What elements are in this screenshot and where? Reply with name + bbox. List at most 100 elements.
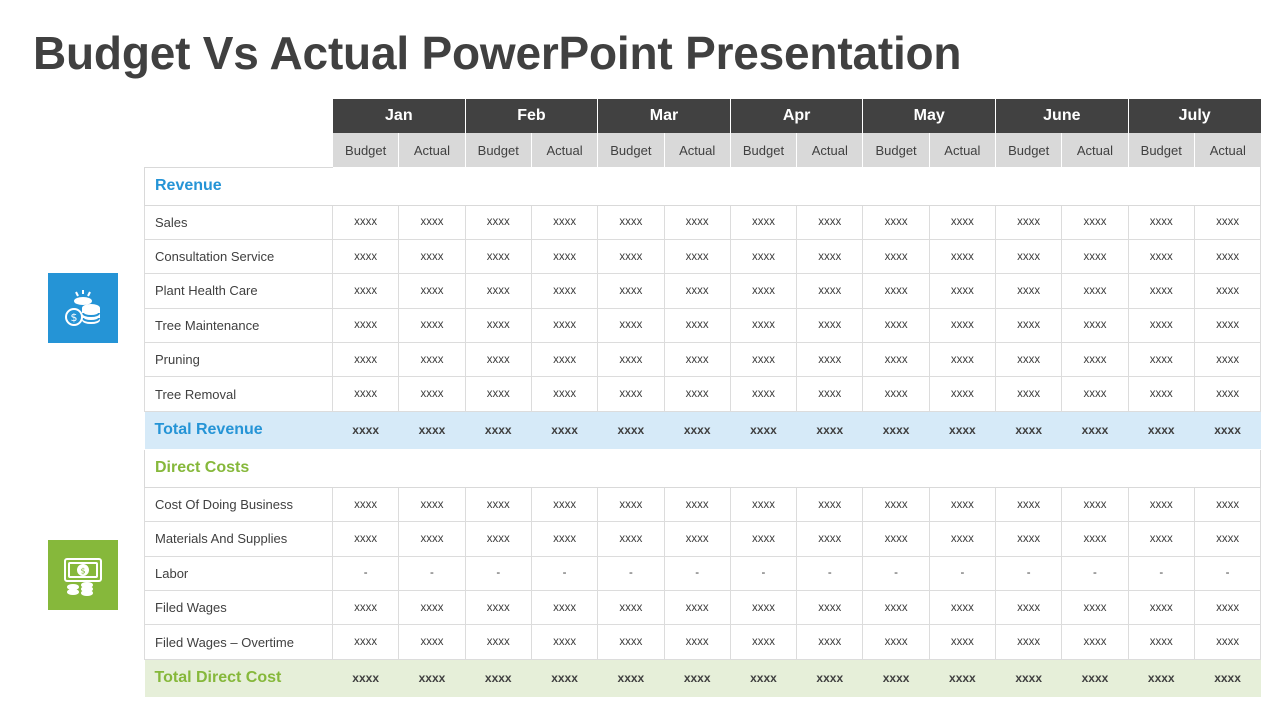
total-value-cell: xxxx — [929, 659, 996, 698]
value-cell: xxxx — [995, 238, 1063, 275]
total-value-cell: xxxx — [531, 411, 598, 450]
row-label: Materials And Supplies — [144, 521, 333, 557]
value-cell: xxxx — [796, 376, 864, 412]
value-cell: xxxx — [597, 376, 665, 412]
value-cell: xxxx — [398, 521, 466, 557]
value-cell: xxxx — [1193, 307, 1262, 344]
total-label: Total Revenue — [144, 411, 333, 450]
value-cell: xxxx — [1127, 376, 1195, 412]
section-heading: Revenue — [143, 167, 1262, 206]
value-cell: xxxx — [464, 590, 532, 626]
value-cell: xxxx — [995, 624, 1063, 660]
value-cell: - — [331, 555, 400, 592]
value-cell: xxxx — [663, 238, 731, 275]
total-value-cell: xxxx — [730, 411, 797, 450]
budget-column-header: Budget — [331, 133, 399, 167]
value-cell: xxxx — [995, 590, 1063, 626]
value-cell: xxxx — [530, 590, 599, 626]
value-cell: xxxx — [464, 624, 532, 660]
value-cell: xxxx — [398, 238, 466, 275]
total-value-cell: xxxx — [995, 411, 1062, 450]
value-cell: xxxx — [398, 204, 466, 240]
value-cell: xxxx — [995, 486, 1063, 523]
value-cell: - — [729, 555, 798, 592]
value-cell: xxxx — [530, 273, 599, 309]
value-cell: xxxx — [995, 204, 1063, 240]
total-value-cell: xxxx — [597, 659, 665, 698]
value-cell: xxxx — [729, 590, 798, 626]
value-cell: xxxx — [796, 238, 864, 275]
value-cell: xxxx — [995, 273, 1063, 309]
section-heading-row: Revenue — [143, 167, 1262, 206]
value-cell: xxxx — [729, 342, 798, 378]
costs-icon-tile: $ — [48, 540, 118, 610]
value-cell: xxxx — [597, 342, 665, 378]
total-value-cell: xxxx — [796, 659, 863, 698]
value-cell: xxxx — [663, 521, 731, 557]
total-value-cell: xxxx — [465, 659, 532, 698]
value-cell: xxxx — [464, 273, 532, 309]
value-cell: xxxx — [928, 273, 997, 309]
value-cell: xxxx — [1061, 376, 1129, 412]
total-value-cell: xxxx — [995, 659, 1062, 698]
section-heading: Direct Costs — [143, 449, 1262, 488]
total-value-cell: xxxx — [862, 411, 930, 450]
budget-column-header: Budget — [729, 133, 797, 167]
value-cell: - — [663, 555, 731, 592]
value-cell: xxxx — [398, 273, 466, 309]
value-cell: xxxx — [331, 342, 400, 378]
value-cell: xxxx — [1193, 204, 1262, 240]
value-cell: xxxx — [331, 486, 400, 523]
value-cell: - — [796, 555, 864, 592]
value-cell: xxxx — [862, 590, 930, 626]
table-row: Filed Wages – Overtime xxxx xxxx xxxx xxxx xx… — [144, 624, 1262, 660]
actual-column-header: Actual — [928, 133, 996, 167]
value-cell: xxxx — [928, 624, 997, 660]
subheader-corner — [144, 133, 333, 168]
table-row: Materials And Supplies xxxx xxxx xxxx xxxx xx… — [144, 521, 1262, 557]
total-row: Total Direct Cost xxxx xxxx xxxx xxxx xxxx xxx… — [144, 659, 1261, 698]
table-row: Pruning xxxx xxxx xxxx xxxx xxxx xxxx xxxx xxxx x… — [144, 342, 1262, 378]
svg-text:$: $ — [71, 311, 78, 324]
month-header: Feb — [464, 99, 598, 133]
value-cell: xxxx — [928, 590, 997, 626]
value-cell: xxxx — [1061, 273, 1129, 309]
value-cell: xxxx — [398, 342, 466, 378]
value-cell: xxxx — [530, 204, 599, 240]
value-cell: xxxx — [995, 376, 1063, 412]
total-value-cell: xxxx — [597, 411, 665, 450]
value-cell: - — [530, 555, 599, 592]
total-value-cell: xxxx — [1128, 411, 1195, 450]
value-cell: xxxx — [1061, 590, 1129, 626]
value-cell: xxxx — [1061, 204, 1129, 240]
value-cell: xxxx — [862, 624, 930, 660]
value-cell: xxxx — [331, 521, 400, 557]
total-value-cell: xxxx — [332, 659, 399, 698]
value-cell: xxxx — [464, 376, 532, 412]
value-cell: xxxx — [1127, 204, 1195, 240]
value-cell: xxxx — [796, 342, 864, 378]
value-cell: xxxx — [729, 376, 798, 412]
total-value-cell: xxxx — [664, 411, 731, 450]
value-cell: xxxx — [663, 486, 731, 523]
value-cell: xxxx — [530, 624, 599, 660]
table-row: Sales xxxx xxxx xxxx xxxx xxxx xxxx xxxx xxxx xxx… — [144, 204, 1262, 240]
value-cell: xxxx — [464, 342, 532, 378]
value-cell: xxxx — [729, 486, 798, 523]
value-cell: - — [464, 555, 532, 592]
table-row: Consultation Service xxxx xxxx xxxx xxxx xxxx… — [144, 238, 1262, 275]
value-cell: xxxx — [1193, 590, 1262, 626]
table-row: Tree Maintenance xxxx xxxx xxxx xxxx xxxx xxxx… — [144, 307, 1262, 344]
row-label: Pruning — [144, 342, 333, 378]
month-header: July — [1127, 99, 1261, 133]
value-cell: xxxx — [464, 486, 532, 523]
total-value-cell: xxxx — [1061, 411, 1129, 450]
actual-column-header: Actual — [796, 133, 863, 167]
value-cell: - — [597, 555, 665, 592]
value-cell: xxxx — [663, 590, 731, 626]
value-cell: xxxx — [928, 204, 997, 240]
value-cell: - — [862, 555, 930, 592]
value-cell: xxxx — [398, 590, 466, 626]
value-cell: xxxx — [663, 342, 731, 378]
value-cell: xxxx — [398, 624, 466, 660]
